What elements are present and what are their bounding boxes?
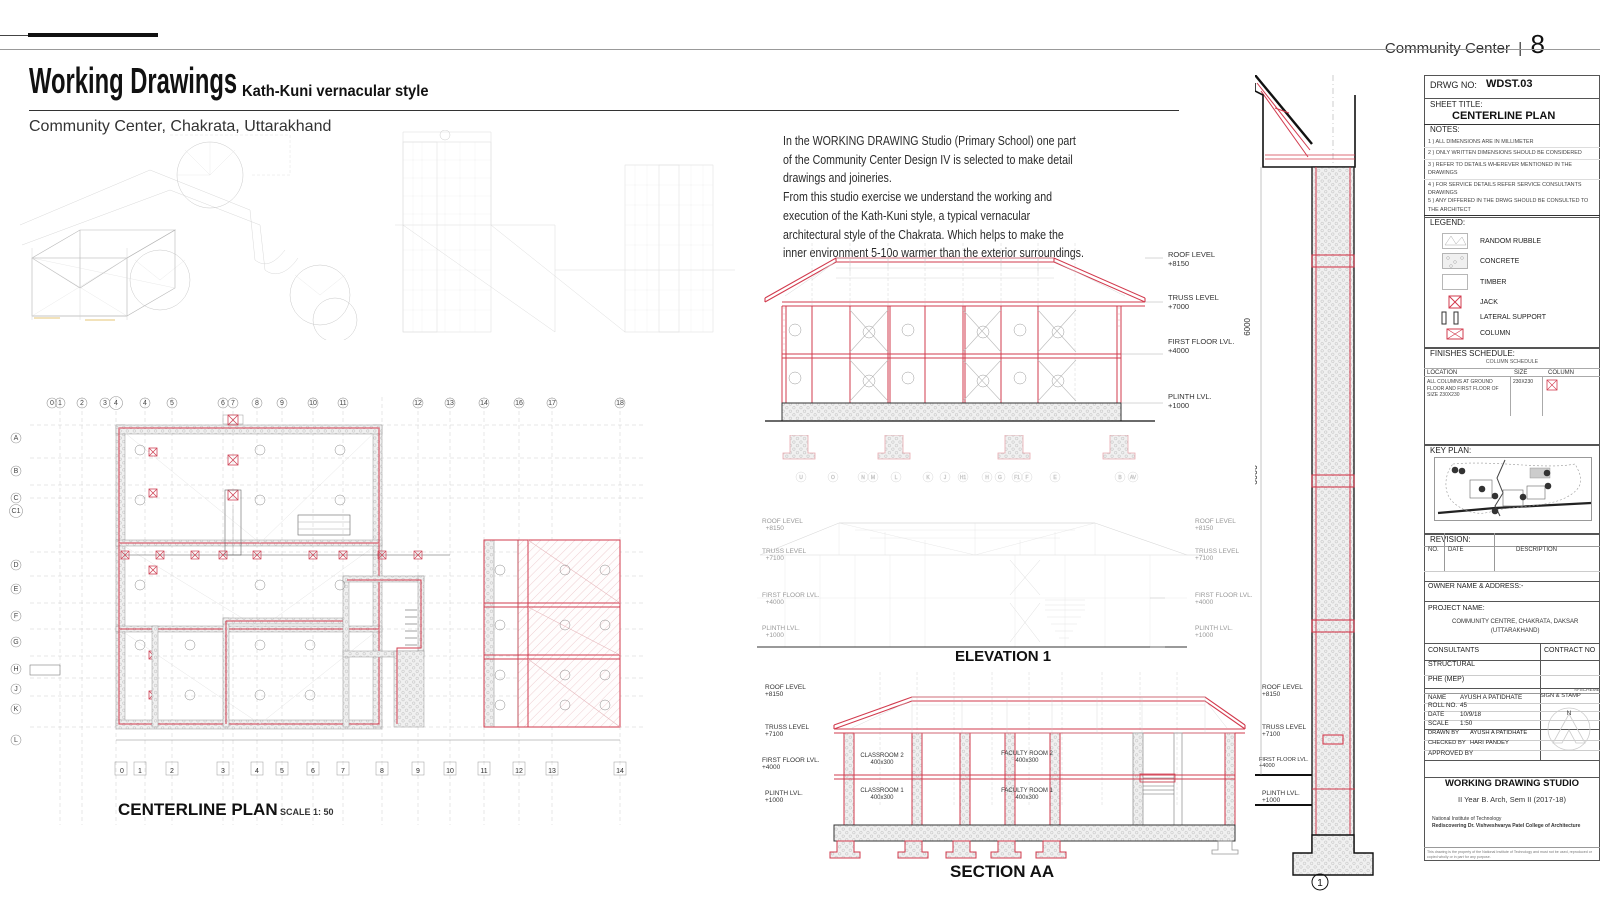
svg-text:L: L [14,737,18,744]
svg-text:C1: C1 [12,508,21,515]
svg-text:7: 7 [341,768,345,775]
svg-text:AV: AV [1130,475,1137,481]
svg-text:1: 1 [1317,878,1323,889]
svg-text:400x300: 400x300 [870,760,894,766]
svg-text:F1: F1 [1014,475,1020,481]
svg-text:J: J [14,686,18,693]
svg-text:FACULTY ROOM 2: FACULTY ROOM 2 [1001,751,1053,757]
svg-text:9: 9 [280,400,284,407]
svg-text:A: A [14,435,19,442]
svg-text:3: 3 [103,400,107,407]
svg-text:6: 6 [311,768,315,775]
svg-text:B: B [14,468,19,475]
svg-text:4: 4 [114,400,118,407]
svg-text:G: G [998,475,1002,481]
svg-text:4: 4 [255,768,259,775]
svg-text:H: H [985,475,989,481]
svg-text:CLASSROOM 2: CLASSROOM 2 [860,753,904,759]
svg-text:U: U [799,475,803,481]
svg-text:4: 4 [143,400,147,407]
svg-text:11: 11 [339,400,346,407]
svg-text:D: D [13,562,18,569]
svg-text:L: L [895,475,898,481]
svg-text:1: 1 [138,768,142,775]
svg-text:E: E [14,586,19,593]
svg-text:0: 0 [120,768,124,775]
svg-text:CLASSROOM 1: CLASSROOM 1 [860,788,904,794]
svg-text:6000: 6000 [1255,465,1259,485]
svg-text:12: 12 [515,768,523,775]
svg-text:7: 7 [231,400,235,407]
svg-text:16: 16 [515,400,523,407]
svg-text:J: J [944,475,947,481]
svg-text:5: 5 [280,768,284,775]
svg-text:1: 1 [58,400,62,407]
svg-text:SCALE 1: 50: SCALE 1: 50 [280,807,334,817]
svg-text:5: 5 [170,400,174,407]
svg-text:10: 10 [446,768,454,775]
svg-text:8: 8 [380,768,384,775]
svg-text:9: 9 [416,768,420,775]
svg-text:400x300: 400x300 [1015,758,1039,764]
svg-text:C: C [13,495,18,502]
svg-text:17: 17 [548,400,556,407]
svg-text:H: H [13,666,18,673]
svg-text:FACULTY ROOM 1: FACULTY ROOM 1 [1001,788,1053,794]
svg-text:13: 13 [548,768,556,775]
svg-text:400x300: 400x300 [870,795,894,801]
svg-text:18: 18 [616,400,624,407]
svg-text:F: F [14,613,18,620]
svg-text:CENTERLINE PLAN: CENTERLINE PLAN [118,800,278,819]
svg-text:12: 12 [414,400,422,407]
svg-text:N: N [861,475,865,481]
svg-text:G: G [13,639,18,646]
svg-text:3: 3 [221,768,225,775]
svg-text:11: 11 [480,768,487,775]
svg-text:0: 0 [50,400,54,407]
svg-text:H1: H1 [960,475,967,481]
svg-text:M: M [871,475,875,481]
svg-text:14: 14 [616,768,624,775]
svg-text:K: K [926,475,930,481]
svg-text:400x300: 400x300 [1015,795,1039,801]
svg-text:2: 2 [170,768,174,775]
svg-text:2: 2 [80,400,84,407]
svg-text:14: 14 [480,400,488,407]
svg-text:6: 6 [221,400,225,407]
svg-text:10: 10 [309,400,317,407]
svg-text:13: 13 [446,400,454,407]
svg-text:F: F [1025,475,1028,481]
svg-text:E: E [1053,475,1057,481]
svg-text:O: O [831,475,835,481]
svg-text:K: K [14,706,19,713]
svg-text:B: B [1118,475,1122,481]
svg-text:8: 8 [255,400,259,407]
